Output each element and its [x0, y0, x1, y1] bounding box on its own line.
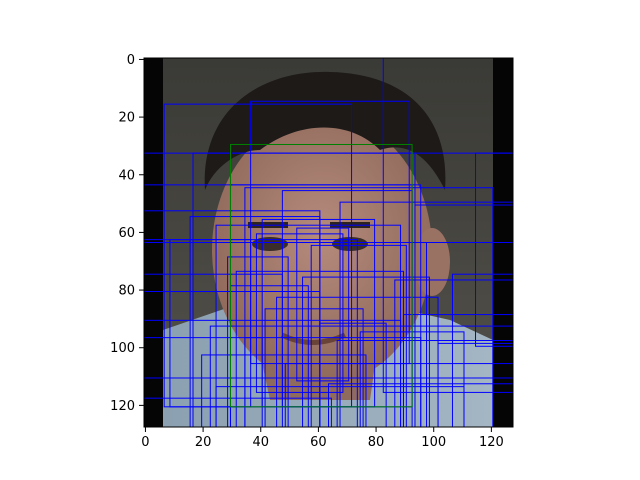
detection-box — [284, 363, 513, 427]
x-tick-label: 40 — [252, 435, 269, 450]
detection-boxes — [144, 58, 513, 427]
detection-box — [244, 187, 494, 427]
detection-box — [394, 279, 513, 427]
x-tick-label: 20 — [195, 435, 212, 450]
y-tick-label: 0 — [127, 53, 135, 68]
detection-box — [426, 242, 513, 427]
y-tick-label: 20 — [118, 111, 135, 126]
detection-box — [144, 337, 263, 427]
x-tick-label: 60 — [310, 435, 327, 450]
detection-box — [414, 204, 513, 427]
detection-box — [144, 242, 513, 427]
detection-box — [264, 308, 364, 427]
detection-box — [296, 227, 350, 382]
detection-box — [319, 322, 387, 427]
detection-box — [144, 377, 513, 427]
y-tick-label: 80 — [118, 284, 135, 299]
detection-box — [402, 314, 513, 427]
y-tick-label: 60 — [118, 226, 135, 241]
x-tick-label: 100 — [421, 435, 446, 450]
detection-box — [475, 152, 513, 347]
detection-box — [201, 354, 367, 427]
x-tick-label: 80 — [368, 435, 385, 450]
y-tick-label: 100 — [110, 341, 135, 356]
x-axis: 0 20 40 60 80 100 120 — [141, 427, 504, 450]
x-tick-label: 120 — [479, 435, 504, 450]
detection-box — [339, 201, 513, 427]
detection-box — [144, 397, 332, 427]
x-tick-label: 0 — [141, 435, 149, 450]
detection-box — [437, 342, 513, 427]
detection-box — [302, 276, 430, 427]
axes-frame — [143, 57, 514, 428]
detection-box — [227, 256, 289, 427]
detection-box — [255, 233, 344, 393]
detection-box — [144, 273, 283, 427]
detection-box — [144, 319, 402, 427]
detection-box — [169, 239, 252, 408]
detection-box — [209, 325, 513, 427]
detection-box — [244, 337, 422, 427]
detection-box — [310, 244, 407, 427]
highlight-box — [229, 143, 413, 408]
y-axis: 0 20 40 60 80 100 120 — [110, 53, 144, 414]
y-tick-label: 120 — [110, 399, 135, 414]
y-tick-label: 40 — [118, 168, 135, 183]
detection-box — [328, 383, 513, 427]
detection-box — [451, 273, 513, 427]
